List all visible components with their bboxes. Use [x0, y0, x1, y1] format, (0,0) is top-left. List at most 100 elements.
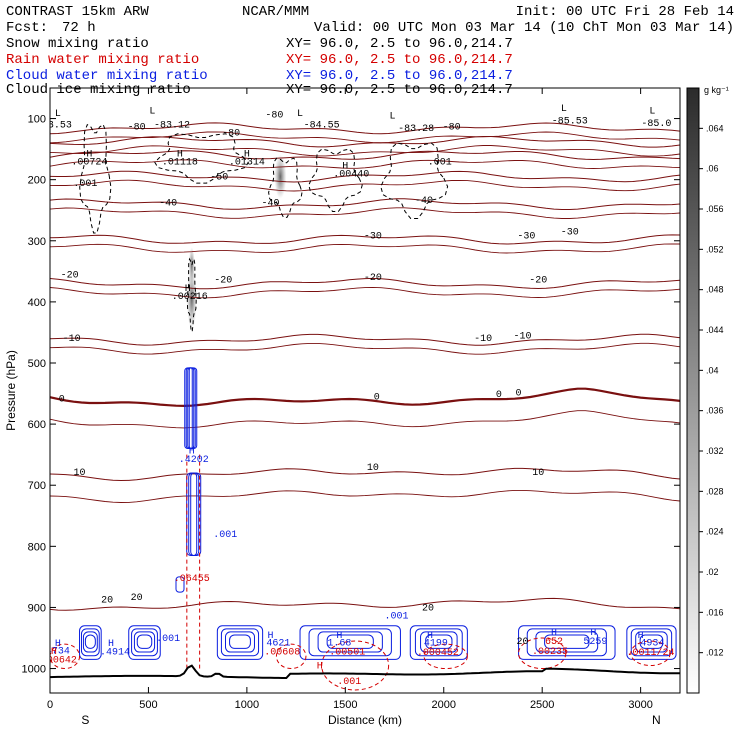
temperature-label: -80	[265, 110, 283, 121]
temperature-label: -10	[63, 334, 81, 345]
header-center: NCAR/MMM	[242, 4, 309, 20]
temperature-label: 10	[532, 468, 544, 479]
rain-label: H	[317, 662, 323, 673]
temperature-label: -40	[159, 198, 177, 209]
field-cloudwater-xy: XY= 96.0, 2.5 to 96.0,214.7	[286, 68, 513, 84]
y-axis-label: Pressure (hPa)	[4, 350, 18, 431]
cloud-water-contour	[128, 625, 161, 660]
cloud-water-contour	[80, 628, 100, 657]
plot-area: -80 -80 -80 -80 -83.53 -83.12 -84.55 -83.28 -85.…	[35, 104, 680, 691]
cloud-water-label: .001	[156, 634, 180, 645]
colorbar-tick-label: .044	[706, 325, 724, 335]
temperature-label: 0	[496, 390, 502, 401]
cloud-water-label: H	[108, 639, 114, 650]
colorbar-tick-label: .06	[706, 164, 719, 174]
isotherm-line	[50, 198, 680, 210]
cloud-water-contour	[414, 628, 463, 657]
y-tick-label: 500	[28, 358, 46, 370]
snow-label: .00440	[333, 170, 369, 181]
temperature-label: -80	[443, 123, 461, 134]
temperature-label: -80	[128, 123, 146, 134]
x-tick-label: 500	[139, 699, 157, 711]
snow-contour	[154, 133, 249, 184]
colorbar: g kg⁻¹ .012 .016 .02 .024 .028 .032 .036 .04 .04…	[686, 85, 729, 694]
isotherm-line-minor	[50, 286, 680, 299]
temperature-label: 20	[516, 637, 528, 648]
snow-label: .01314	[229, 157, 265, 168]
isotherm-line-minor	[50, 342, 680, 355]
snow-label: H	[86, 149, 92, 160]
temperature-label: -40	[261, 198, 279, 209]
cloud-water-contour	[136, 634, 153, 649]
cloud-water-contour	[639, 634, 664, 649]
temperature-label: -85.53	[552, 116, 588, 127]
temperature-label: 20	[131, 593, 143, 604]
plot-frame	[49, 87, 681, 694]
temperature-label: -83.28	[398, 124, 434, 135]
temperature-label: 0	[374, 393, 380, 404]
colorbar-tick-label: .012	[706, 648, 724, 658]
isotherm-line-minor	[50, 159, 680, 169]
cloud-water-label: 5259	[583, 637, 607, 648]
temperature-label: -50	[210, 173, 228, 184]
x-tick-label: 0	[47, 699, 53, 711]
isotherm-line	[50, 467, 680, 482]
isotherm-line	[50, 170, 680, 183]
x-end-label-right: N	[652, 713, 661, 727]
terrain-surface	[50, 664, 680, 679]
temperature-label: 20	[101, 596, 113, 607]
cloud-water-contour	[133, 631, 156, 653]
cloud-water-contour	[224, 631, 255, 653]
colorbar-tick-label: .052	[706, 244, 724, 254]
isotherm-line-minor	[50, 207, 680, 219]
rain-label: .00235	[532, 647, 568, 658]
temperature-label: -83.12	[154, 121, 190, 132]
isotherm-line-minor	[50, 131, 680, 144]
temperature-label: -20	[214, 275, 232, 286]
cloud-water-contour	[308, 628, 392, 657]
contour-labels: -80 -80 -80 -80 -83.53 -83.12 -84.55 -83.28 -85.…	[35, 104, 674, 688]
field-rain-xy: XY= 96.0, 2.5 to 96.0,214.7	[286, 52, 513, 68]
colorbar-tick-label: .028	[706, 486, 724, 496]
snow-contour	[79, 123, 112, 234]
cloud-water-label: 4199	[424, 638, 448, 649]
cloud-water-contour	[175, 576, 185, 593]
temperature-label: -80	[222, 129, 240, 140]
snow-label: .00724	[71, 157, 107, 168]
y-tick-label: 100	[28, 114, 46, 126]
cloud-water-contour	[518, 625, 616, 660]
field-snow-xy: XY= 96.0, 2.5 to 96.0,214.7	[286, 36, 513, 52]
temperature-label: -30	[517, 231, 535, 242]
temperature-label: -40	[415, 196, 433, 207]
cloud-water-contour	[131, 628, 158, 657]
isotherm-line-minor	[50, 410, 680, 429]
colorbar-tick-label: .056	[706, 204, 724, 214]
low-marker: L	[390, 112, 396, 123]
cloud-water-label: .4202	[179, 455, 209, 466]
cloud-water-label: .001	[213, 530, 237, 541]
colorbar-tick-label: .064	[706, 123, 724, 133]
cloud-water-contour	[626, 625, 677, 660]
rain-contours	[50, 454, 671, 691]
snow-label: .001	[73, 179, 97, 190]
cloud-water-label: H	[590, 628, 596, 639]
cloud-water-contour	[190, 472, 198, 556]
x-tick-label: 2500	[530, 699, 554, 711]
low-marker: L	[149, 107, 155, 118]
temperature-label: -20	[529, 275, 547, 286]
temperature-label: -30	[561, 228, 579, 239]
rain-contour	[50, 643, 81, 670]
rain-label: .000642	[35, 655, 77, 666]
snow-label: .00216	[172, 292, 208, 303]
cloud-water-contour	[326, 634, 374, 649]
cloud-water-contour	[187, 367, 195, 450]
rain-label: .0011/24	[626, 647, 674, 659]
snow-contour	[186, 257, 197, 332]
rain-contour	[321, 640, 390, 691]
cloud-water-contour	[216, 625, 264, 660]
cloud-water-contour	[409, 625, 468, 660]
header-valid: Valid: 00 UTC Mon 03 Mar 14 (10 ChT Mon …	[314, 20, 734, 36]
header-fcst-label: Fcst:	[6, 20, 48, 36]
isotherm-line-minor	[50, 145, 680, 157]
cloud-water-contour	[544, 634, 590, 649]
